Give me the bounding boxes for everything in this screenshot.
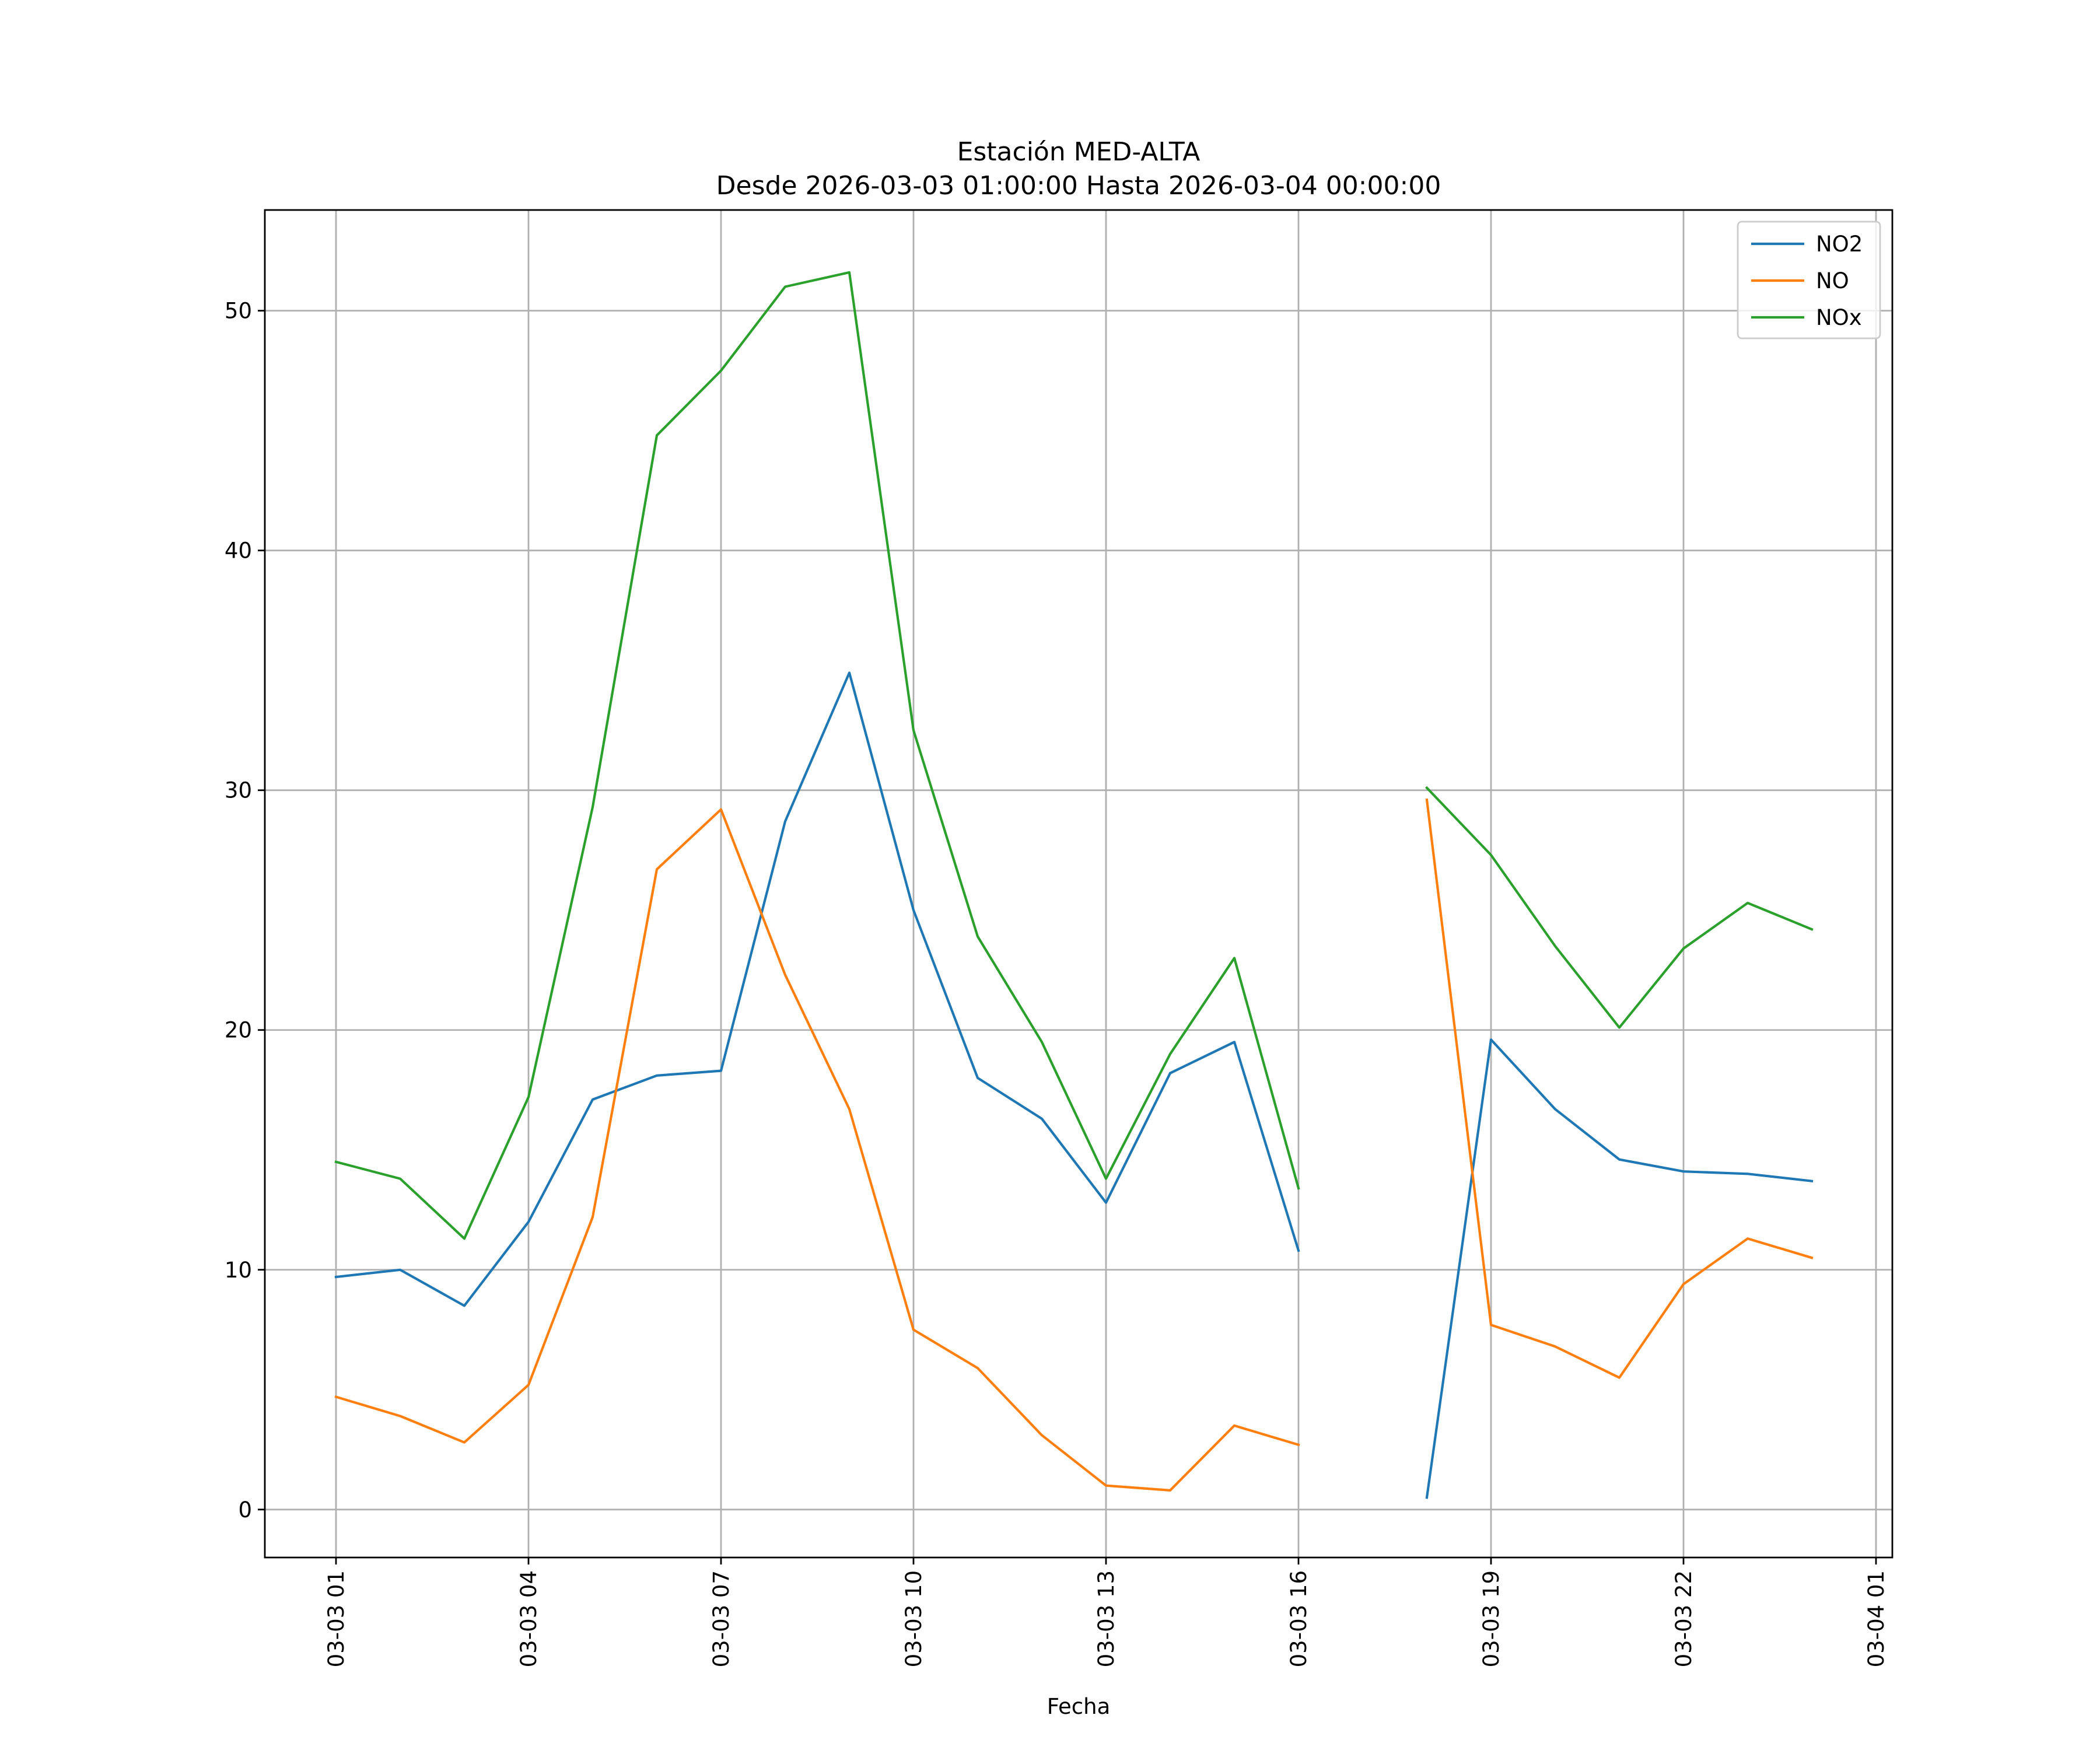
legend-box (1737, 220, 1881, 340)
grid (265, 210, 1892, 1558)
y-tick-label: 30 (225, 778, 252, 803)
x-tick-label: 03-03 04 (516, 1570, 541, 1667)
y-tick-label: 20 (225, 1018, 252, 1043)
plot-frame (264, 209, 1894, 1559)
axis-ticks: 0 10 20 30 40 50 03-03 01 03-03 04 03-03 07 03-03… (225, 299, 1889, 1668)
legend: NO2 NO NOx (1737, 220, 1881, 340)
x-tick-label: 03-03 10 (901, 1570, 926, 1667)
legend-label-no2: NO2 (1816, 232, 1863, 257)
y-tick-label: 0 (238, 1497, 252, 1522)
y-tick-label: 40 (225, 538, 252, 564)
x-tick-label: 03-03 19 (1479, 1570, 1504, 1667)
plot-lines (334, 271, 1814, 1499)
legend-label-nox: NOx (1816, 305, 1862, 330)
chart-subtitle: Desde 2026-03-03 01:00:00 Hasta 2026-03-… (716, 171, 1441, 201)
x-tick-label: 03-03 13 (1094, 1570, 1119, 1667)
series-line-no (334, 798, 1814, 1492)
y-tick-label: 10 (225, 1258, 252, 1283)
series-line-nox (334, 271, 1814, 1240)
x-axis-label: Fecha (1047, 1694, 1111, 1719)
x-tick-label: 03-03 22 (1671, 1570, 1696, 1667)
series-line-no2 (334, 671, 1814, 1499)
y-tick-label: 50 (225, 299, 252, 324)
legend-label-no: NO (1816, 268, 1849, 293)
chart-title: Estación MED-ALTA (957, 137, 1200, 167)
x-tick-label: 03-03 01 (324, 1570, 349, 1667)
x-tick-label: 03-04 01 (1864, 1570, 1889, 1667)
x-tick-label: 03-03 16 (1286, 1570, 1311, 1667)
x-tick-label: 03-03 07 (709, 1570, 734, 1667)
